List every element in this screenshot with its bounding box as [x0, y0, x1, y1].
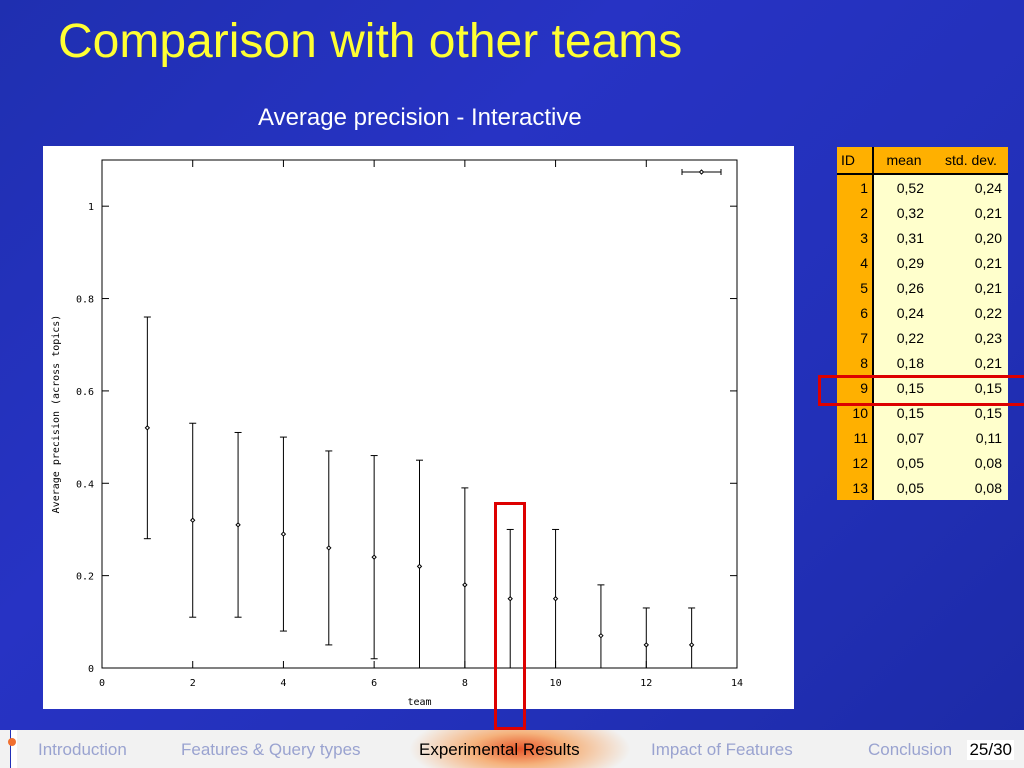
- nav-conclusion[interactable]: Conclusion: [868, 740, 953, 759]
- table-row: 5 0,26 0,21: [837, 275, 1008, 300]
- table-row: 3 0,31 0,20: [837, 225, 1008, 250]
- navigation-bar: Introduction Features & Query types Expe…: [0, 730, 1024, 768]
- nav-impact-of-features[interactable]: Impact of Features: [651, 740, 793, 759]
- cell-std-dev: 0,23: [934, 325, 1008, 350]
- table-row: 4 0,29 0,21: [837, 250, 1008, 275]
- plot-panel: 0 2 4 6 8 10 12 14 0 0.2 0.4 0.6 0.8 1 team Average pre…: [43, 146, 794, 709]
- data-point: [462, 582, 468, 588]
- table-row: 2 0,32 0,21: [837, 200, 1008, 225]
- cell-id: 12: [837, 450, 874, 475]
- page-number: 25/30: [967, 740, 1014, 760]
- cell-mean: 0,52: [873, 174, 934, 200]
- x-tick-label: 8: [462, 678, 468, 689]
- cell-std-dev: 0,24: [934, 174, 1008, 200]
- results-table: ID mean std. dev. 1 0,52 0,24 2 0,32 0,21 3 0,3…: [837, 147, 1008, 500]
- cell-id: 4: [837, 250, 874, 275]
- nav-experimental-results[interactable]: Experimental Results: [419, 740, 580, 759]
- x-tick-label: 2: [190, 678, 196, 689]
- cell-std-dev: 0,22: [934, 300, 1008, 325]
- cell-mean: 0,22: [873, 325, 934, 350]
- header-mean: mean: [873, 147, 934, 174]
- table-row: 1 0,52 0,24: [837, 174, 1008, 200]
- x-tick-label: 6: [371, 678, 377, 689]
- data-point: [280, 531, 287, 537]
- cell-std-dev: 0,20: [934, 225, 1008, 250]
- table-body: 1 0,52 0,24 2 0,32 0,21 3 0,31 0,20 4 0,29 0,21 5 0,2…: [837, 174, 1008, 500]
- data-point: [688, 642, 695, 648]
- x-tick-label: 14: [731, 678, 743, 689]
- cell-id: 11: [837, 425, 874, 450]
- cell-std-dev: 0,21: [934, 200, 1008, 225]
- legend-point: [698, 169, 705, 175]
- data-point: [371, 554, 377, 560]
- x-axis-label: team: [407, 697, 431, 708]
- nav-left-edge: [10, 730, 17, 768]
- cell-std-dev: 0,21: [934, 350, 1008, 375]
- cell-id: 2: [837, 200, 874, 225]
- data-point: [598, 632, 604, 639]
- cell-std-dev: 0,21: [934, 275, 1008, 300]
- cell-mean: 0,07: [873, 425, 934, 450]
- y-tick-label: 1: [88, 202, 94, 213]
- x-tick-label: 0: [99, 678, 105, 689]
- table-row: 9 0,15 0,15: [837, 375, 1008, 400]
- table-row: 8 0,18 0,21: [837, 350, 1008, 375]
- cell-mean: 0,05: [873, 450, 934, 475]
- cell-std-dev: 0,08: [934, 450, 1008, 475]
- table-row: 6 0,24 0,22: [837, 300, 1008, 325]
- chart-subtitle: Average precision - Interactive: [258, 104, 582, 131]
- cell-mean: 0,32: [873, 200, 934, 225]
- errorbar-chart: 0 2 4 6 8 10 12 14 0 0.2 0.4 0.6 0.8 1 team Average pre…: [51, 159, 743, 708]
- cell-mean: 0,31: [873, 225, 934, 250]
- cell-std-dev: 0,21: [934, 250, 1008, 275]
- cell-id: 8: [837, 350, 874, 375]
- cell-mean: 0,05: [873, 475, 934, 500]
- cell-mean: 0,18: [873, 350, 934, 375]
- cell-std-dev: 0,15: [934, 375, 1008, 400]
- cell-id: 13: [837, 475, 874, 500]
- x-tick-label: 10: [550, 678, 562, 689]
- cell-id: 9: [837, 375, 874, 400]
- header-std-dev: std. dev.: [934, 147, 1008, 174]
- cell-id: 7: [837, 325, 874, 350]
- data-point: [507, 596, 513, 602]
- data-point: [552, 596, 559, 602]
- y-tick-label: 0.8: [76, 295, 94, 306]
- y-tick-label: 0: [88, 664, 94, 675]
- slide-title: Comparison with other teams: [58, 15, 683, 68]
- cell-mean: 0,15: [873, 375, 934, 400]
- cell-std-dev: 0,11: [934, 425, 1008, 450]
- x-tick-label: 4: [280, 678, 286, 689]
- table-row: 12 0,05 0,08: [837, 450, 1008, 475]
- cell-id: 1: [837, 174, 874, 200]
- table-row: 13 0,05 0,08: [837, 475, 1008, 500]
- active-section-glow: [405, 730, 635, 768]
- x-tick-label: 12: [640, 678, 652, 689]
- y-axis-label: Average precision (across topics): [51, 315, 62, 514]
- data-point: [643, 642, 649, 648]
- cell-mean: 0,26: [873, 275, 934, 300]
- data-point: [190, 517, 196, 523]
- y-tick-label: 0.6: [76, 387, 94, 398]
- data-point: [235, 522, 241, 528]
- cell-mean: 0,29: [873, 250, 934, 275]
- y-tick-label: 0.2: [76, 572, 94, 583]
- table-row: 11 0,07 0,11: [837, 425, 1008, 450]
- bullet-icon: [8, 738, 16, 746]
- table-row-highlight: [818, 375, 1024, 406]
- nav-introduction[interactable]: Introduction: [38, 740, 127, 759]
- y-tick-label: 0.4: [76, 479, 94, 490]
- cell-id: 3: [837, 225, 874, 250]
- team-9-highlight: [494, 502, 526, 730]
- header-id: ID: [837, 147, 874, 174]
- data-point: [144, 425, 151, 431]
- table-row: 7 0,22 0,23: [837, 325, 1008, 350]
- nav-features-query-types[interactable]: Features & Query types: [181, 740, 361, 759]
- cell-mean: 0,24: [873, 300, 934, 325]
- cell-id: 6: [837, 300, 874, 325]
- cell-id: 5: [837, 275, 874, 300]
- data-point: [326, 545, 332, 551]
- data-point: [416, 563, 423, 570]
- cell-std-dev: 0,08: [934, 475, 1008, 500]
